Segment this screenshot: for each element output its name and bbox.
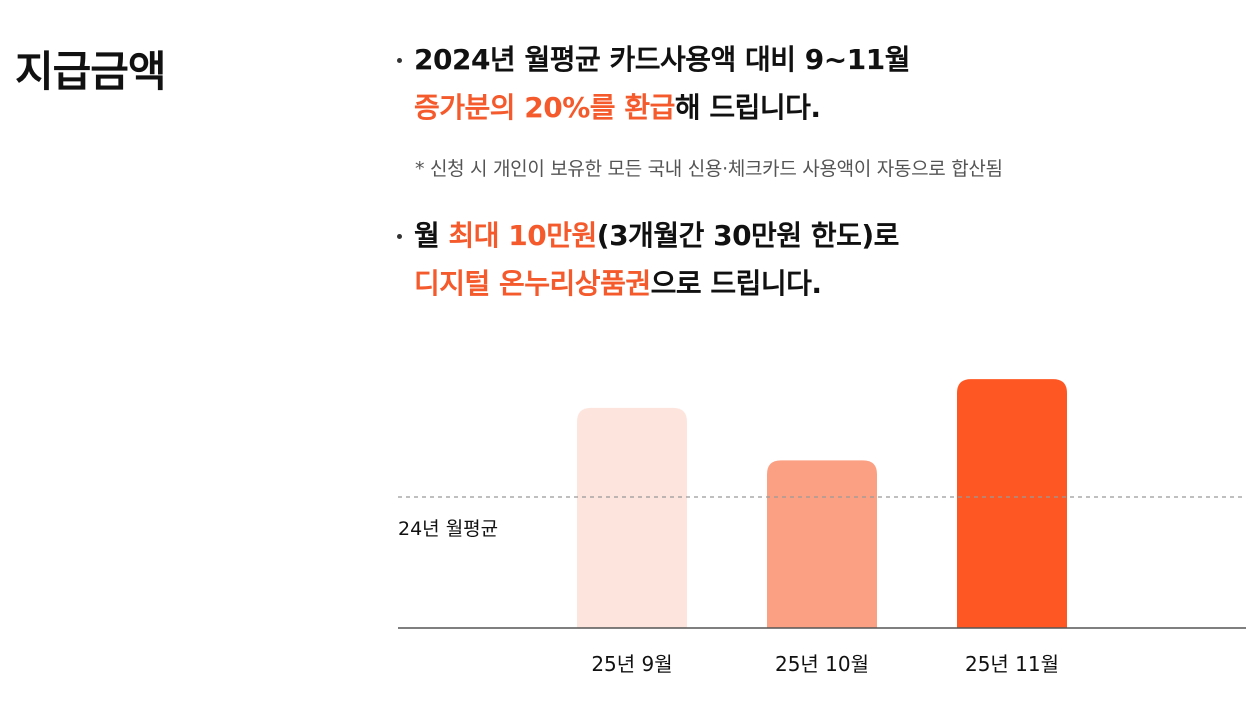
bullet-text: 월 [414,219,449,252]
bullet-text: (3개월간 30만원 한도)로 [596,219,900,252]
x-tick-label: 25년 10월 [775,652,869,676]
highlight-text: 최대 10만원 [448,219,598,252]
section-title: 지급금액 [15,47,167,96]
bar [577,407,687,628]
bullet-dot [397,58,402,63]
bullet-text: 으로 드립니다. [650,267,822,300]
bullet-line: 디지털 온누리상품권으로 드립니다. [414,264,822,304]
highlight-text: 디지털 온누리상품권 [414,267,651,300]
bar [957,379,1067,628]
bullet-text: 해 드립니다. [674,91,821,124]
bullet-text: 2024년 월평균 카드사용액 대비 9~11월 [414,43,910,76]
x-tick-label: 25년 11월 [965,652,1059,676]
bullet-line: 2024년 월평균 카드사용액 대비 9~11월 [414,40,910,80]
x-tick-label: 25년 9월 [591,652,672,676]
reference-label: 24년 월평균 [398,518,498,540]
bullet-dot [397,234,402,239]
bar [767,460,877,628]
footnote: * 신청 시 개인이 보유한 모든 국내 신용·체크카드 사용액이 자동으로 합… [415,158,1003,180]
bullet-line: 월 최대 10만원(3개월간 30만원 한도)로 [414,216,899,256]
bullet-line: 증가분의 20%를 환급해 드립니다. [414,88,821,128]
highlight-text: 증가분의 20%를 환급 [414,91,675,124]
